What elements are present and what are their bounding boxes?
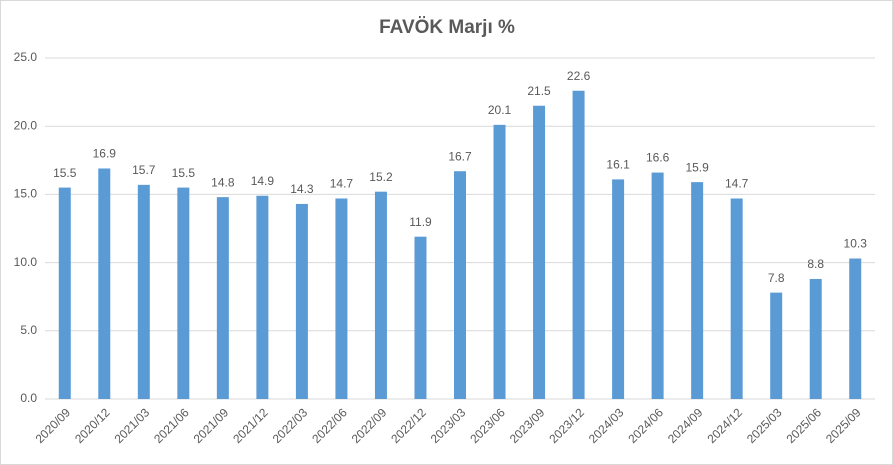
data-label: 11.9: [409, 215, 432, 229]
data-label: 16.1: [606, 158, 630, 172]
bar: [414, 236, 427, 399]
bar: [295, 203, 308, 399]
bar: [691, 182, 704, 399]
bar: [335, 198, 348, 399]
bar: [533, 105, 546, 400]
chart-title: FAVÖK Marjı %: [379, 17, 515, 38]
bar: [612, 179, 625, 399]
data-label: 20.1: [488, 103, 512, 117]
bar: [651, 172, 664, 399]
data-label: 14.8: [211, 175, 235, 189]
data-label: 14.3: [290, 182, 314, 196]
data-label: 7.8: [768, 271, 785, 285]
bar: [256, 195, 269, 399]
data-label: 15.5: [53, 166, 77, 180]
y-tick-label: 5.0: [20, 323, 37, 337]
bar: [572, 90, 585, 400]
bar: [58, 187, 71, 399]
data-label: 15.9: [685, 160, 709, 174]
y-tick-label: 25.0: [14, 50, 38, 64]
data-label: 16.7: [448, 149, 472, 163]
bar: [849, 258, 862, 399]
data-label: 15.7: [132, 163, 156, 177]
bar: [374, 191, 387, 399]
bar: [177, 187, 190, 399]
bar: [454, 171, 466, 399]
data-label: 14.7: [330, 177, 354, 191]
data-label: 15.2: [369, 170, 393, 184]
y-tick-label: 15.0: [14, 187, 38, 201]
data-label: 10.3: [844, 237, 868, 251]
data-label: 15.5: [172, 166, 196, 180]
y-tick-label: 20.0: [14, 118, 38, 132]
y-tick-label: 10.0: [14, 255, 38, 269]
data-label: 8.8: [807, 257, 824, 271]
data-label: 16.9: [93, 147, 117, 161]
data-label: 22.6: [567, 69, 591, 83]
bar: [493, 124, 506, 399]
bar: [730, 198, 743, 399]
bar: [137, 184, 150, 399]
bar: [216, 197, 229, 399]
data-label: 16.6: [646, 151, 670, 165]
bar: [809, 278, 822, 399]
bar: [770, 292, 783, 399]
data-label: 14.7: [725, 177, 749, 191]
y-tick-label: 0.0: [20, 391, 37, 405]
bar: [98, 168, 111, 399]
data-label: 21.5: [527, 84, 551, 98]
data-label: 14.9: [251, 174, 275, 188]
